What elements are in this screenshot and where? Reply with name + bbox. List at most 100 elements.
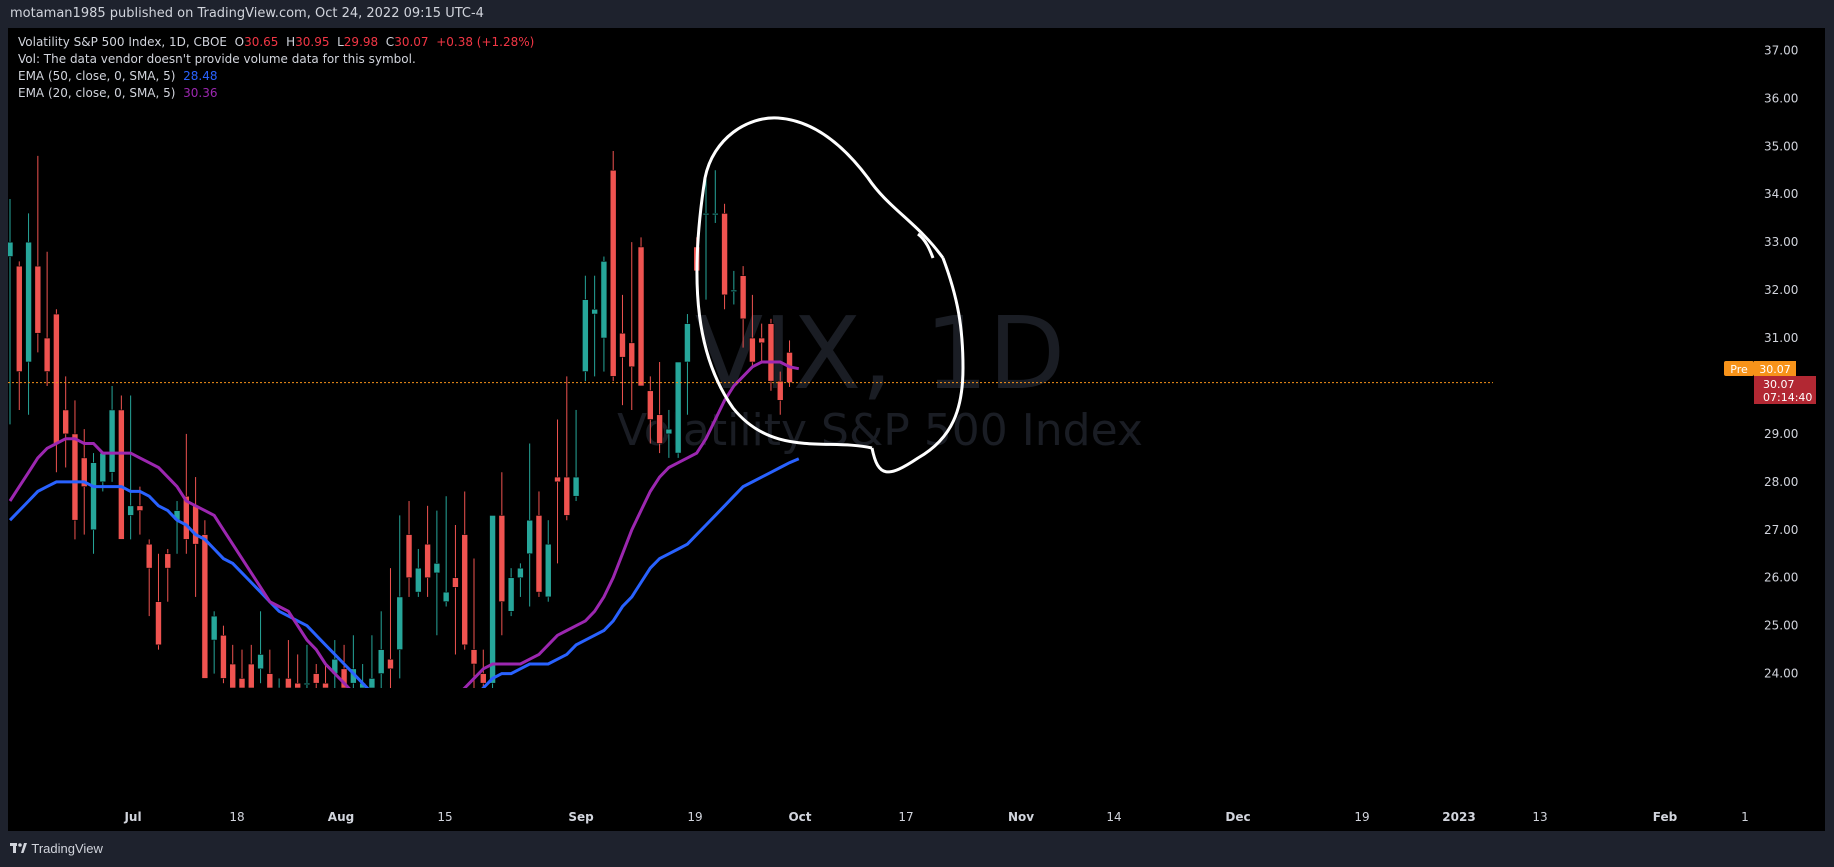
- watermark-symbol: VIX, 1D: [695, 295, 1066, 412]
- symbol-line: Volatility S&P 500 Index, 1D, CBOE: [18, 35, 227, 49]
- candle-body: [275, 687, 283, 688]
- candle-body: [758, 337, 765, 344]
- candle-body: [71, 433, 79, 521]
- tradingview-logo[interactable]: TradingView: [10, 841, 103, 856]
- y-tick-label: 36.00: [1764, 91, 1798, 105]
- candle-body: [201, 534, 209, 679]
- candle-body: [572, 476, 580, 497]
- x-tick-label: 15: [437, 810, 452, 824]
- low-label: L: [337, 35, 344, 49]
- close-label: C: [385, 35, 395, 49]
- candle-body: [285, 678, 292, 688]
- tradingview-logo-icon: [10, 843, 27, 853]
- candle-body: [582, 299, 589, 372]
- last-price-box: [1754, 376, 1816, 404]
- price-axis[interactable]: 37.0036.0035.0034.0033.0032.0031.0030.00…: [1764, 43, 1798, 680]
- price-tags: Pre 30.07 30.07 07:14:40: [1724, 361, 1816, 404]
- x-tick-label: 13: [1532, 810, 1547, 824]
- ema20-value: 30.36: [183, 86, 218, 100]
- low-value: 29.98: [343, 35, 379, 49]
- time-axis[interactable]: Jul 18 Aug 15 Sep 19 Oct 17 Nov 14 Dec 19 2023 13 Feb 1: [123, 810, 1748, 824]
- y-tick-label: 31.00: [1764, 331, 1798, 345]
- pre-value-box: [1754, 361, 1796, 376]
- candle-body: [637, 246, 645, 387]
- candle-body: [452, 577, 459, 588]
- candle-body: [739, 275, 747, 320]
- candle-body: [80, 457, 88, 487]
- y-tick-label: 24.00: [1764, 667, 1798, 681]
- chart-frame[interactable]: VIX, 1D Volatility S&P 500 Index 37.00 36…: [8, 28, 1825, 831]
- watermark-name: Volatility S&P 500 Index: [617, 405, 1143, 456]
- candle-body: [498, 515, 506, 603]
- x-tick-label: 19: [1354, 810, 1369, 824]
- candle-body: [544, 543, 552, 598]
- candle-body: [702, 213, 710, 216]
- y-tick-label: 27.00: [1764, 523, 1798, 537]
- symbol-legend-row[interactable]: Volatility S&P 500 Index, 1D, CBOE O30.6…: [18, 34, 534, 51]
- open-label: O: [234, 35, 245, 49]
- candle-body: [99, 452, 107, 483]
- x-tick-label: 14: [1106, 810, 1121, 824]
- candle-body: [507, 577, 515, 612]
- candle-body: [136, 505, 144, 511]
- candle-body: [8, 241, 14, 257]
- candle-body: [776, 380, 784, 401]
- candle-body: [53, 313, 60, 444]
- drawn-circle-annotation: [695, 116, 965, 474]
- high-label: H: [286, 35, 296, 49]
- chart-canvas[interactable]: VIX, 1D Volatility S&P 500 Index 37.00 36…: [8, 28, 1825, 831]
- candle-body: [192, 505, 199, 545]
- x-tick-label: 17: [898, 810, 913, 824]
- candle-body: [257, 654, 264, 670]
- change-value: +0.38 (+1.28%): [436, 35, 535, 49]
- x-tick-label: 19: [687, 810, 702, 824]
- ema20-legend-row[interactable]: EMA (20, close, 0, SMA, 5) 30.36: [18, 85, 534, 102]
- high-value: 30.95: [295, 35, 330, 49]
- close-value: 30.07: [394, 35, 429, 49]
- candle-body: [145, 543, 153, 569]
- candle-body: [433, 563, 441, 574]
- ema20-line: [8, 360, 800, 688]
- candle-body: [479, 673, 487, 684]
- ema20-label: EMA (20, close, 0, SMA, 5): [18, 86, 176, 100]
- candle-body: [461, 534, 469, 646]
- candle-body: [684, 323, 691, 363]
- candle-body: [266, 673, 274, 688]
- y-tick-label: 25.00: [1764, 619, 1798, 633]
- candle-body: [609, 169, 617, 377]
- ema50-legend-row[interactable]: EMA (50, close, 0, SMA, 5) 28.48: [18, 68, 534, 85]
- candle-body: [517, 567, 524, 579]
- x-tick-label: 1: [1741, 810, 1749, 824]
- x-tick-label: 2023: [1442, 810, 1475, 824]
- candle-body: [489, 515, 496, 684]
- candle-body: [721, 213, 728, 296]
- y-tick-label: 29.00: [1764, 427, 1798, 441]
- candle-body: [600, 261, 608, 339]
- symbol-watermark: VIX, 1D Volatility S&P 500 Index: [617, 295, 1143, 456]
- candle-body: [591, 308, 598, 315]
- candle-body: [711, 213, 719, 216]
- candle-body: [25, 241, 32, 363]
- y-tick-label: 33.00: [1764, 235, 1798, 249]
- y-tick-label: 32.00: [1764, 283, 1798, 297]
- published-text: motaman1985 published on TradingView.com…: [10, 6, 484, 21]
- candle-body: [665, 428, 673, 435]
- candle-body: [396, 596, 404, 650]
- candle-body: [90, 462, 97, 531]
- candle-body: [238, 678, 246, 688]
- candle-body: [554, 476, 561, 483]
- candle-body: [15, 265, 23, 372]
- candle-body: [424, 543, 431, 579]
- x-tick-label: Oct: [788, 810, 811, 824]
- candle-body: [526, 519, 533, 555]
- vol-legend-row[interactable]: Vol: The data vendor doesn't provide vol…: [18, 51, 534, 68]
- candle-body: [387, 658, 394, 670]
- candle-body: [127, 505, 134, 516]
- candle-body: [628, 342, 636, 368]
- pre-value: 30.07: [1759, 363, 1791, 376]
- ema-layer: [8, 360, 800, 688]
- chart-legend: Volatility S&P 500 Index, 1D, CBOE O30.6…: [18, 34, 534, 102]
- x-tick-label: Jul: [123, 810, 141, 824]
- candle-body: [62, 409, 69, 435]
- candle-body: [730, 289, 738, 292]
